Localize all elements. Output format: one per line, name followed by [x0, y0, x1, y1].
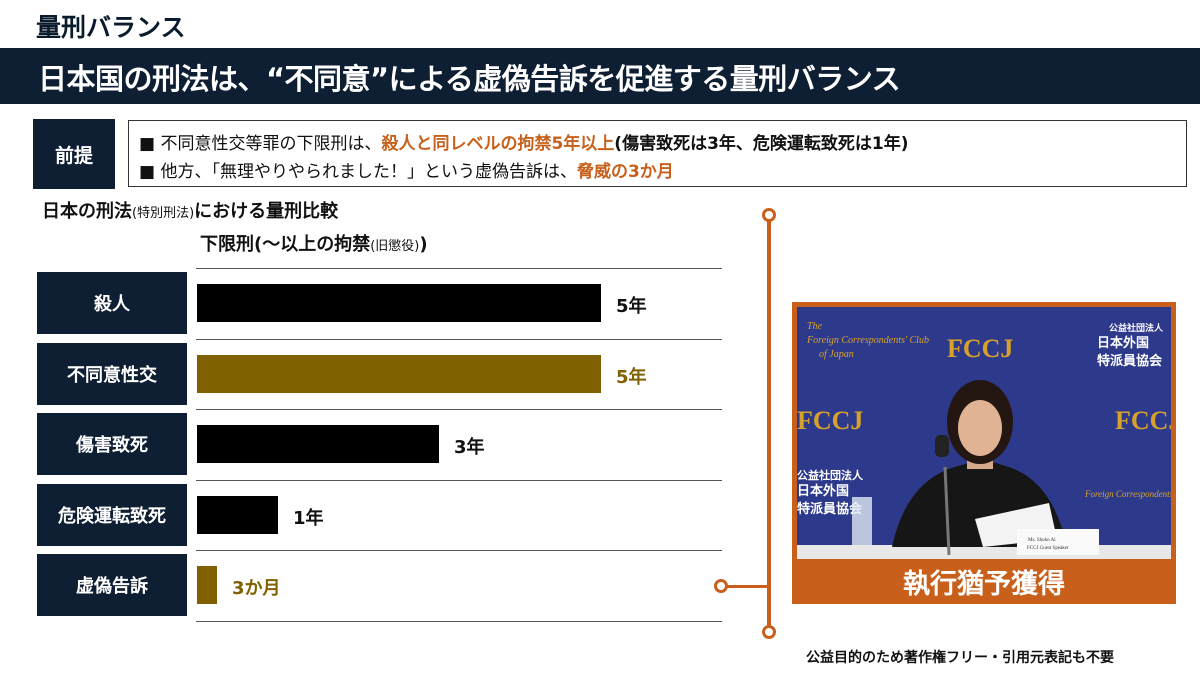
- backdrop-logo: FCCJ: [1115, 406, 1171, 435]
- photo-frame: The Foreign Correspondents' Club of Japa…: [792, 302, 1176, 604]
- premise-highlight: 脅威の3か月: [576, 162, 674, 182]
- axis-heading-main: 下限刑(～以上の拘禁: [200, 234, 371, 255]
- premise-note: (傷害致死は3年、危険運転致死は1年): [614, 134, 909, 154]
- bar-chart: 殺人 5年 不同意性交 5年 傷害致死 3年 危険運転致死 1年 虚偽告訴 3か月: [0, 262, 740, 632]
- press-conference-image: The Foreign Correspondents' Club of Japa…: [797, 307, 1171, 559]
- category-label: 殺人: [37, 272, 187, 334]
- bar-value-label: 3か月: [232, 578, 281, 599]
- section-label: 量刑バランス: [36, 13, 186, 42]
- backdrop-jp-text: 特派員協会: [797, 501, 863, 517]
- timeline-connector: [722, 585, 768, 588]
- backdrop-jp-text: 公益社団法人: [797, 468, 864, 482]
- backdrop-text: Foreign Correspondents' Club: [806, 335, 929, 346]
- bar-value-label: 1年: [293, 508, 324, 529]
- title-bar: 日本国の刑法は、“不同意”による虚偽告訴を促進する量刑バランス: [0, 48, 1200, 104]
- premise-text: 他方、「無理やりやられました！」という虚偽告訴は、: [160, 162, 577, 182]
- backdrop-text: Foreign Correspondents' Club: [1084, 489, 1171, 499]
- backdrop-logo: FCCJ: [947, 334, 1013, 363]
- row-separator: [196, 621, 722, 622]
- bullet-icon: ■: [139, 162, 156, 182]
- backdrop-text: The: [807, 321, 823, 332]
- bar: [197, 284, 601, 322]
- backdrop-jp-text: 特派員協会: [1097, 353, 1163, 369]
- axis-heading: 下限刑(～以上の拘禁(旧懲役)): [200, 230, 428, 256]
- chart-heading-main: 日本の刑法: [42, 201, 132, 222]
- axis-heading-small: (旧懲役): [370, 239, 420, 254]
- premise-highlight: 殺人と同レベルの拘禁5年以上: [381, 134, 615, 154]
- nameplate-text: FCCJ Guest Speaker: [1027, 546, 1069, 551]
- row-separator: [196, 480, 722, 481]
- bullet-icon: ■: [139, 134, 156, 154]
- bar-value-label: 5年: [616, 296, 647, 317]
- timeline-dot-bottom: [762, 625, 776, 639]
- row-separator: [196, 268, 722, 269]
- timeline-dot-top: [762, 208, 776, 222]
- row-separator: [196, 339, 722, 340]
- category-label: 傷害致死: [37, 413, 187, 475]
- axis-heading-end: ): [419, 234, 428, 255]
- premise-line-1: ■ 不同意性交等罪の下限刑は、殺人と同レベルの拘禁5年以上(傷害致死は3年、危険…: [139, 129, 909, 154]
- category-label: 虚偽告訴: [37, 554, 187, 616]
- bar: [197, 566, 218, 604]
- nameplate-text: Ms. Shoko Ai: [1028, 538, 1056, 543]
- backdrop-jp-text: 日本外国: [797, 483, 849, 499]
- premise-tag: 前提: [33, 119, 115, 189]
- bar: [197, 496, 278, 534]
- bar-value-label: 5年: [616, 367, 647, 388]
- category-label: 不同意性交: [37, 343, 187, 405]
- backdrop-jp-text: 公益社団法人: [1109, 322, 1164, 334]
- category-label: 危険運転致死: [37, 484, 187, 546]
- press-conference-photo: The Foreign Correspondents' Club of Japa…: [797, 307, 1171, 559]
- backdrop-jp-text: 日本外国: [1097, 335, 1149, 351]
- chart-heading-rest: における量刑比較: [194, 201, 339, 222]
- premise-line-2: ■ 他方、「無理やりやられました！」という虚偽告訴は、脅威の3か月: [139, 157, 674, 182]
- connector-dot: [714, 579, 728, 593]
- premise-box: ■ 不同意性交等罪の下限刑は、殺人と同レベルの拘禁5年以上(傷害致死は3年、危険…: [128, 120, 1187, 187]
- timeline-line: [767, 214, 771, 632]
- page-title: 日本国の刑法は、“不同意”による虚偽告訴を促進する量刑バランス: [38, 62, 901, 96]
- bar-value-label: 3年: [454, 437, 485, 458]
- premise-text: 不同意性交等罪の下限刑は、: [160, 134, 382, 154]
- bar: [197, 355, 601, 393]
- backdrop-text: of Japan: [819, 349, 854, 360]
- row-separator: [196, 550, 722, 551]
- footer-note: 公益目的のため著作権フリー・引用元表記も不要: [806, 650, 1114, 666]
- backdrop-logo: FCCJ: [797, 406, 863, 435]
- photo-caption: 執行猶予獲得: [903, 569, 1065, 600]
- bar: [197, 425, 440, 463]
- chart-heading: 日本の刑法(特別刑法)における量刑比較: [42, 197, 338, 223]
- row-separator: [196, 409, 722, 410]
- chart-heading-small: (特別刑法): [132, 206, 195, 221]
